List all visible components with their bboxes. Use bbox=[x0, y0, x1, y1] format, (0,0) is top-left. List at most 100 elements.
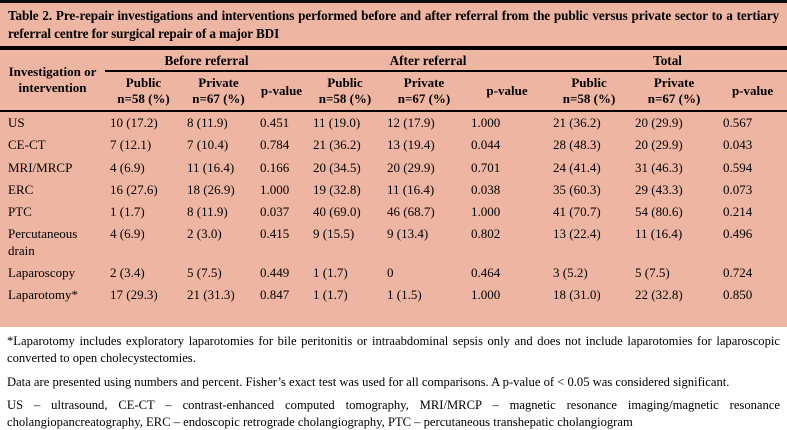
value-cell: 18 (26.9) bbox=[187, 181, 235, 197]
value-cell: 8 (11.9) bbox=[187, 115, 228, 131]
col-header-total-pvalue: p-value bbox=[718, 71, 787, 113]
value-cell: 9 (13.4) bbox=[387, 226, 429, 242]
col-header-label: p-value bbox=[731, 83, 774, 99]
value-cell: 0.594 bbox=[723, 159, 753, 175]
value-cell: 0.496 bbox=[723, 226, 753, 242]
col-header-total-private: Private n=67 (%) bbox=[630, 71, 719, 113]
value-cell: 1.000 bbox=[471, 287, 501, 303]
table-header: Investigation or intervention Before ref… bbox=[0, 50, 787, 113]
value-cell: 0.567 bbox=[723, 115, 753, 131]
value-cell: 18 (31.0) bbox=[553, 287, 601, 303]
value-cell: 40 (69.0) bbox=[313, 204, 361, 220]
value-cell: 31 (46.3) bbox=[635, 159, 683, 175]
table2-block: Table 2. Pre-repair investigations and i… bbox=[0, 0, 787, 328]
col-header-label: Private bbox=[653, 75, 695, 91]
value-cell: 35 (60.3) bbox=[553, 181, 601, 197]
value-cell: 20 (34.5) bbox=[313, 159, 361, 175]
value-cell: 1.000 bbox=[471, 115, 501, 131]
table-row: CE-CT 7 (12.1) 7 (10.4) 0.784 21 (36.2) 13 (1… bbox=[0, 134, 787, 156]
value-cell: 0.847 bbox=[260, 287, 290, 303]
value-cell: 11 (16.4) bbox=[387, 181, 435, 197]
value-cell: 0.802 bbox=[471, 226, 501, 242]
value-cell: 4 (6.9) bbox=[110, 159, 145, 175]
row-label: CE-CT bbox=[8, 137, 46, 153]
value-cell: 16 (27.6) bbox=[110, 181, 158, 197]
col-header-total-public: Public n=58 (%) bbox=[548, 71, 631, 113]
col-header-label: Public bbox=[125, 75, 162, 91]
table-row: US 10 (17.2) 8 (11.9) 0.451 11 (19.0) 12 (17.… bbox=[0, 111, 787, 134]
footnote-statistics: Data are presented using numbers and per… bbox=[7, 374, 730, 389]
value-cell: 1 (1.7) bbox=[313, 264, 348, 280]
table-body: US 10 (17.2) 8 (11.9) 0.451 11 (19.0) 12 (17.… bbox=[0, 111, 787, 306]
value-cell: 2 (3.0) bbox=[187, 226, 222, 242]
table-row: Percutaneous drain 4 (6.9) 2 (3.0) 0.415 9 (… bbox=[0, 223, 787, 262]
value-cell: 24 (41.4) bbox=[553, 159, 601, 175]
value-cell: 2 (3.4) bbox=[110, 264, 145, 280]
investigations-table: Investigation or intervention Before ref… bbox=[0, 50, 787, 306]
value-cell: 0.464 bbox=[471, 264, 501, 280]
value-cell: 0.044 bbox=[471, 137, 501, 153]
col-header-after-private: Private n=67 (%) bbox=[382, 71, 466, 113]
row-label: US bbox=[8, 115, 25, 131]
sub-header-row: Public n=58 (%) Private n=67 (%) p-value… bbox=[0, 71, 787, 113]
value-cell: 0.449 bbox=[260, 264, 290, 280]
col-header-label: p-value bbox=[486, 83, 528, 99]
value-cell: 54 (80.6) bbox=[635, 204, 683, 220]
value-cell: 21 (36.2) bbox=[313, 137, 361, 153]
footnotes: *Laparotomy includes exploratory laparot… bbox=[0, 327, 787, 430]
value-cell: 3 (5.2) bbox=[553, 264, 588, 280]
col-header-n: n=58 (%) bbox=[562, 90, 616, 106]
value-cell: 0.038 bbox=[471, 181, 501, 197]
value-cell: 11 (16.4) bbox=[187, 159, 235, 175]
table-row: Laparotomy* 17 (29.3) 21 (31.3) 0.847 1 (1.7… bbox=[0, 284, 787, 306]
value-cell: 4 (6.9) bbox=[110, 226, 145, 242]
value-cell: 20 (29.9) bbox=[635, 137, 683, 153]
value-cell: 0 bbox=[387, 264, 394, 280]
value-cell: 7 (10.4) bbox=[187, 137, 229, 153]
value-cell: 21 (36.2) bbox=[553, 115, 601, 131]
col-header-investigation: Investigation or intervention bbox=[0, 50, 105, 113]
value-cell: 11 (19.0) bbox=[313, 115, 361, 131]
col-header-label: Public bbox=[327, 75, 363, 91]
value-cell: 0.415 bbox=[260, 226, 290, 242]
row-label: MRI/MRCP bbox=[8, 159, 73, 175]
value-cell: 0.214 bbox=[723, 204, 753, 220]
col-header-before-pvalue: p-value bbox=[255, 71, 308, 113]
value-cell: 0.037 bbox=[260, 204, 290, 220]
table-title: Table 2. Pre-repair investigations and i… bbox=[0, 3, 787, 51]
value-cell: 17 (29.3) bbox=[110, 287, 158, 303]
value-cell: 41 (70.7) bbox=[553, 204, 601, 220]
col-header-n: n=67 (%) bbox=[397, 90, 451, 106]
col-header-n: n=67 (%) bbox=[192, 90, 245, 106]
col-header-label: Private bbox=[198, 75, 239, 91]
value-cell: 1.000 bbox=[260, 181, 290, 197]
value-cell: 0.073 bbox=[723, 181, 753, 197]
value-cell: 1.000 bbox=[471, 204, 501, 220]
value-cell: 20 (29.9) bbox=[387, 159, 435, 175]
value-cell: 0.043 bbox=[723, 137, 753, 153]
value-cell: 8 (11.9) bbox=[187, 204, 228, 220]
value-cell: 22 (32.8) bbox=[635, 287, 683, 303]
row-label: Laparoscopy bbox=[8, 264, 76, 280]
value-cell: 0.451 bbox=[260, 115, 290, 131]
col-header-after-pvalue: p-value bbox=[466, 71, 549, 113]
value-cell: 0.784 bbox=[260, 137, 290, 153]
col-header-n: n=67 (%) bbox=[647, 90, 701, 106]
row-label: PTC bbox=[8, 204, 32, 220]
row-label: Percutaneous drain bbox=[8, 226, 78, 258]
value-cell: 20 (29.9) bbox=[635, 115, 683, 131]
col-header-n: n=58 (%) bbox=[117, 90, 170, 106]
value-cell: 12 (17.9) bbox=[387, 115, 435, 131]
row-label: Laparotomy* bbox=[8, 287, 79, 303]
col-header-label: Public bbox=[571, 75, 607, 91]
value-cell: 0.701 bbox=[471, 159, 501, 175]
col-header-before-public: Public n=58 (%) bbox=[105, 71, 182, 113]
value-cell: 29 (43.3) bbox=[635, 181, 683, 197]
value-cell: 13 (22.4) bbox=[553, 226, 601, 242]
value-cell: 0.724 bbox=[723, 264, 753, 280]
value-cell: 5 (7.5) bbox=[187, 264, 222, 280]
table-row: Laparoscopy 2 (3.4) 5 (7.5) 0.449 1 (1.7) 0 0.… bbox=[0, 262, 787, 284]
group-header-total: Total bbox=[548, 50, 787, 73]
value-cell: 7 (12.1) bbox=[110, 137, 152, 153]
value-cell: 19 (32.8) bbox=[313, 181, 361, 197]
